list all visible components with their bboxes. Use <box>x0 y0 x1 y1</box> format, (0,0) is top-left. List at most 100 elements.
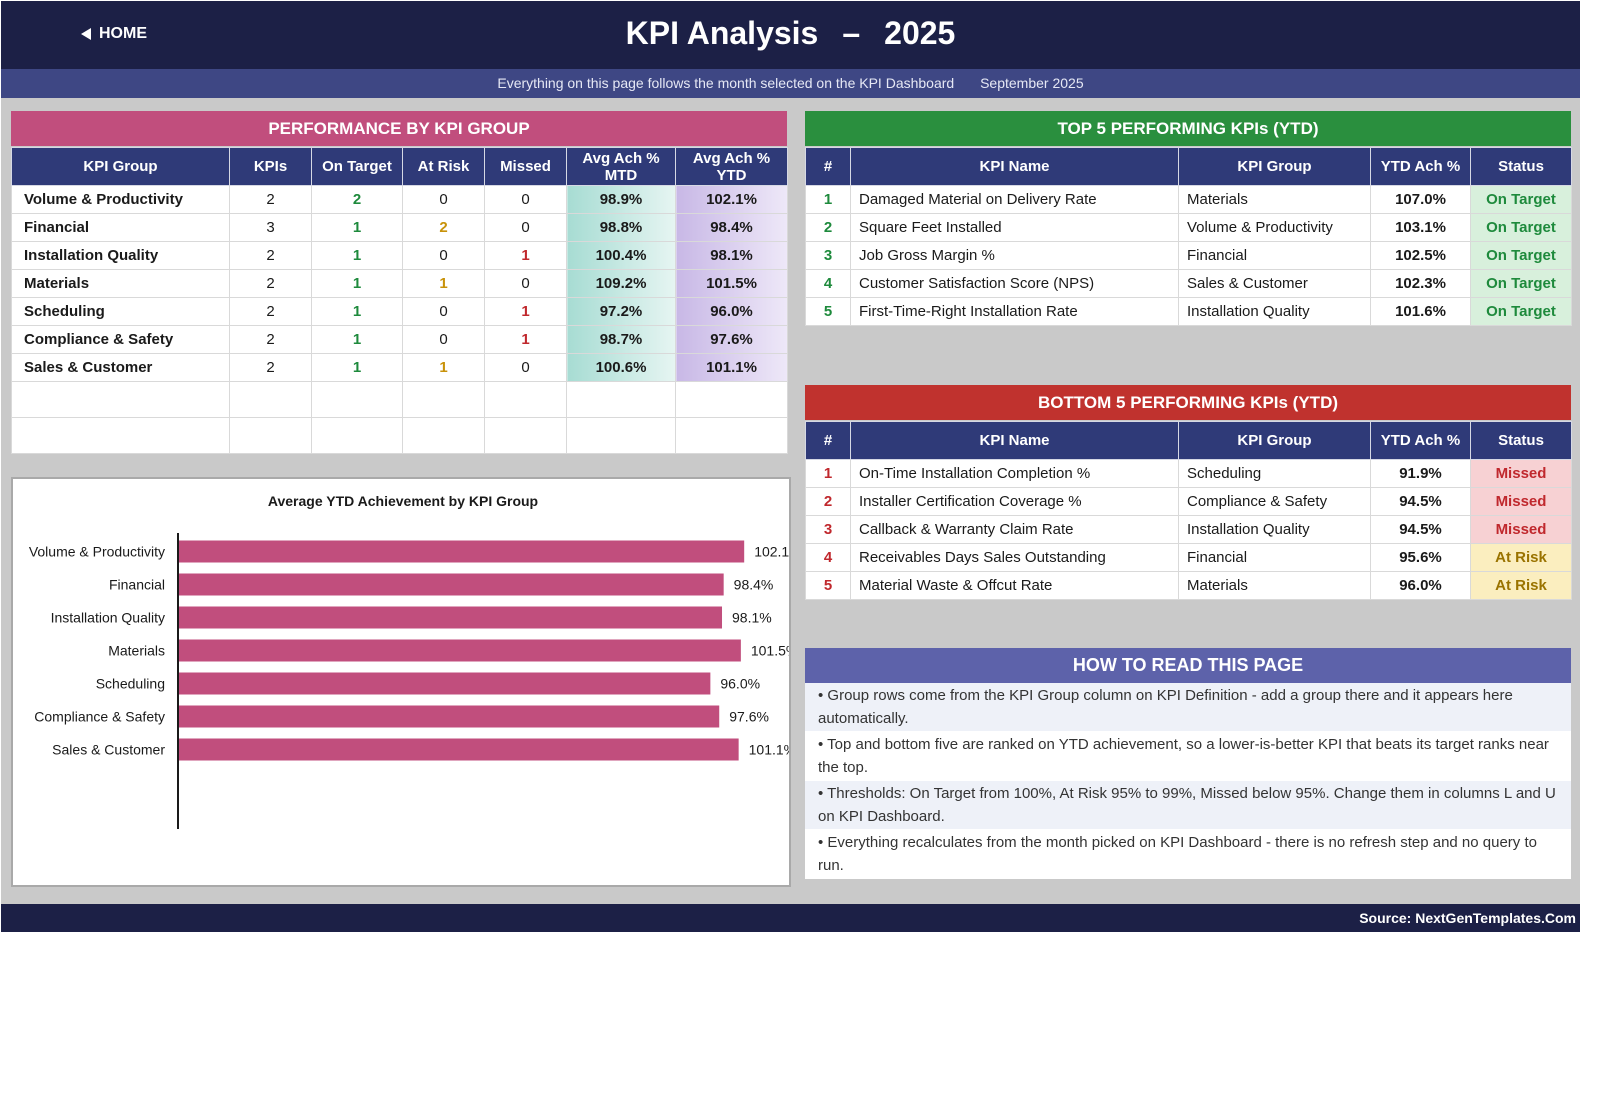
kpi-count: 2 <box>229 297 312 326</box>
rank: 1 <box>805 185 851 214</box>
status-badge: On Target <box>1470 297 1572 326</box>
table-row: Installation Quality 2 1 0 1 100.4% 98.1… <box>11 241 788 270</box>
table-row: 1 Damaged Material on Delivery Rate Mate… <box>805 185 1572 214</box>
kpi-name: On-Time Installation Completion % <box>850 459 1179 488</box>
data-label: 101.5% <box>751 643 789 659</box>
avg-ytd: 98.4% <box>675 213 788 242</box>
col-header: KPI Name <box>850 147 1179 186</box>
list-item: • Group rows come from the KPI Group col… <box>805 683 1571 732</box>
ytd-achievement: 101.6% <box>1370 297 1471 326</box>
avg-ytd: 102.1% <box>675 185 788 214</box>
empty-row <box>11 417 788 454</box>
at-risk-count: 0 <box>402 297 485 326</box>
rank: 1 <box>805 459 851 488</box>
list-item: • Everything recalculates from the month… <box>805 830 1571 879</box>
col-header: KPI Group <box>1178 147 1371 186</box>
table-row: Compliance & Safety 2 1 0 1 98.7% 97.6% <box>11 325 788 354</box>
group-name: Materials <box>11 269 230 298</box>
rank: 3 <box>805 515 851 544</box>
rank: 5 <box>805 571 851 600</box>
group-name: Sales & Customer <box>11 353 230 382</box>
avg-mtd: 100.4% <box>566 241 676 270</box>
title-separator: – <box>842 15 861 51</box>
table-row: Volume & Productivity 2 2 0 0 98.9% 102.… <box>11 185 788 214</box>
chart-plot: Volume & Productivity 102.1% Financial 98.4… <box>29 533 789 829</box>
on-target-count: 1 <box>311 241 403 270</box>
performance-title: PERFORMANCE BY KPI GROUP <box>268 119 530 138</box>
home-button[interactable]: HOME <box>81 25 147 43</box>
on-target-count: 1 <box>311 213 403 242</box>
back-arrow-icon <box>81 28 91 40</box>
performance-panel-header: PERFORMANCE BY KPI GROUP <box>11 111 787 146</box>
subtitle-text: Everything on this page follows the mont… <box>497 75 955 91</box>
group-name: Scheduling <box>11 297 230 326</box>
ytd-achievement: 94.5% <box>1370 515 1471 544</box>
kpi-name: Material Waste & Offcut Rate <box>850 571 1179 600</box>
at-risk-count: 2 <box>402 213 485 242</box>
chart-bar <box>178 606 723 629</box>
chart-title: Average YTD Achievement by KPI Group <box>267 493 539 509</box>
on-target-count: 1 <box>311 325 403 354</box>
kpi-name: Callback & Warranty Claim Rate <box>850 515 1179 544</box>
rank: 2 <box>805 487 851 516</box>
rank: 5 <box>805 297 851 326</box>
data-label: 98.4% <box>734 577 774 593</box>
group-name: Financial <box>11 213 230 242</box>
col-header: KPI Group <box>11 147 230 186</box>
rank: 2 <box>805 213 851 242</box>
ytd-achievement: 107.0% <box>1370 185 1471 214</box>
how-to-read-list: • Group rows come from the KPI Group col… <box>805 683 1571 879</box>
category-label: Compliance & Safety <box>34 709 165 725</box>
at-risk-count: 1 <box>402 269 485 298</box>
top5-panel-header: TOP 5 PERFORMING KPIs (YTD) <box>805 111 1571 146</box>
kpi-group: Financial <box>1178 543 1371 572</box>
category-label: Installation Quality <box>51 610 165 626</box>
bottom5-table: # KPI Name KPI Group YTD Ach % Status 1 … <box>805 421 1572 600</box>
status-badge: On Target <box>1470 213 1572 242</box>
col-header: On Target <box>311 147 403 186</box>
bottom5-title: BOTTOM 5 PERFORMING KPIs (YTD) <box>1037 393 1339 412</box>
missed-count: 1 <box>484 241 567 270</box>
avg-ytd: 97.6% <box>675 325 788 354</box>
data-label: 98.1% <box>732 610 772 626</box>
col-header: Missed <box>484 147 567 186</box>
table-row: 3 Job Gross Margin % Financial 102.5% On… <box>805 241 1572 270</box>
kpi-group: Volume & Productivity <box>1178 213 1371 242</box>
ytd-achievement: 103.1% <box>1370 213 1471 242</box>
category-label: Financial <box>109 577 165 593</box>
list-item: • Top and bottom five are ranked on YTD … <box>805 732 1571 781</box>
rank: 4 <box>805 269 851 298</box>
performance-table: KPI Group KPIs On Target At Risk Missed … <box>11 147 788 454</box>
top5-header-row: # KPI Name KPI Group YTD Ach % Status <box>805 147 1572 186</box>
on-target-count: 2 <box>311 185 403 214</box>
missed-count: 1 <box>484 297 567 326</box>
category-label: Scheduling <box>96 676 165 692</box>
title-year: 2025 <box>884 15 956 51</box>
kpi-group: Compliance & Safety <box>1178 487 1371 516</box>
avg-mtd: 98.7% <box>566 325 676 354</box>
bottom5-panel-header: BOTTOM 5 PERFORMING KPIs (YTD) <box>805 385 1571 420</box>
category-label: Materials <box>108 643 165 659</box>
kpi-group: Financial <box>1178 241 1371 270</box>
status-badge: Missed <box>1470 459 1572 488</box>
ytd-achievement-chart: Average YTD Achievement by KPI Group Vol… <box>11 477 791 887</box>
ytd-achievement: 94.5% <box>1370 487 1471 516</box>
category-label: Volume & Productivity <box>29 544 165 560</box>
missed-count: 0 <box>484 185 567 214</box>
avg-ytd: 101.1% <box>675 353 788 382</box>
top5-title: TOP 5 PERFORMING KPIs (YTD) <box>1057 119 1319 138</box>
col-header: # <box>805 421 851 460</box>
missed-count: 1 <box>484 325 567 354</box>
kpi-count: 2 <box>229 185 312 214</box>
group-name: Volume & Productivity <box>11 185 230 214</box>
table-row: 2 Square Feet Installed Volume & Product… <box>805 213 1572 242</box>
bottom5-header-row: # KPI Name KPI Group YTD Ach % Status <box>805 421 1572 460</box>
group-name: Compliance & Safety <box>11 325 230 354</box>
table-row: 1 On-Time Installation Completion % Sche… <box>805 459 1572 488</box>
status-badge: Missed <box>1470 515 1572 544</box>
kpi-count: 3 <box>229 213 312 242</box>
status-badge: On Target <box>1470 269 1572 298</box>
kpi-group: Installation Quality <box>1178 297 1371 326</box>
table-row: 5 First-Time-Right Installation Rate Ins… <box>805 297 1572 326</box>
status-badge: On Target <box>1470 241 1572 270</box>
